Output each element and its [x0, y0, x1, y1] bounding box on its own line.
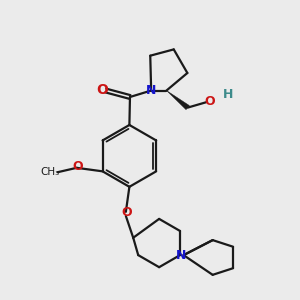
Text: CH₃: CH₃ [40, 167, 60, 177]
Text: N: N [146, 84, 156, 97]
Text: O: O [96, 83, 108, 97]
Text: O: O [72, 160, 83, 173]
Text: H: H [223, 88, 233, 101]
Text: O: O [204, 95, 215, 108]
Text: N: N [176, 249, 186, 262]
Polygon shape [167, 91, 189, 110]
Text: O: O [121, 206, 132, 219]
